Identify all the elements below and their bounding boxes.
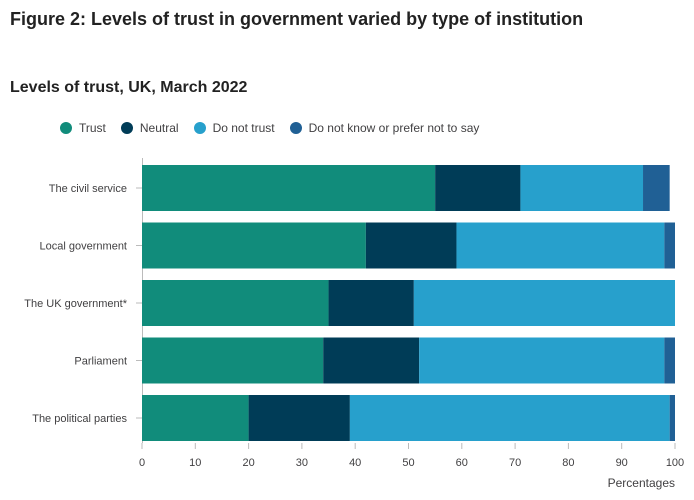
x-tick-label-10: 10 bbox=[189, 457, 201, 469]
x-tick-label-90: 90 bbox=[616, 457, 628, 469]
bar-the-civil-service-do-not-know-or-prefer-not-to-say bbox=[643, 165, 670, 211]
bar-the-civil-service-trust bbox=[142, 165, 436, 211]
x-tick-label-20: 20 bbox=[242, 457, 254, 469]
bar-parliament-do-not-trust bbox=[419, 337, 665, 384]
legend-swatch-trust bbox=[60, 122, 72, 134]
legend-swatch-do-not-know bbox=[289, 122, 302, 134]
legend-item-do-not-trust: Do not trust bbox=[193, 121, 275, 135]
bar-parliament-trust bbox=[142, 337, 324, 384]
bar-the-political-parties-neutral bbox=[248, 395, 350, 441]
legend-swatch-neutral bbox=[120, 122, 133, 134]
chart-title: Figure 2: Levels of trust in government … bbox=[10, 9, 584, 29]
x-tick-label-70: 70 bbox=[509, 457, 521, 469]
chart-legend: Trust Neutral Do not trust Do not know o… bbox=[60, 119, 494, 137]
x-tick-label-50: 50 bbox=[402, 457, 414, 469]
bar-the-political-parties-do-not-know-or-prefer-not-to-say bbox=[669, 395, 675, 441]
x-tick-label-60: 60 bbox=[456, 457, 468, 469]
bar-local-government-trust bbox=[142, 222, 366, 269]
x-tick-label-100: 100 bbox=[666, 457, 684, 469]
x-tick-label-0: 0 bbox=[139, 457, 145, 469]
bar-local-government-do-not-know-or-prefer-not-to-say bbox=[664, 222, 675, 269]
legend-swatch-do-not-trust bbox=[193, 122, 206, 134]
bar-the-political-parties-trust bbox=[142, 395, 249, 441]
y-tick-label-parliament: Parliament bbox=[74, 356, 127, 368]
x-tick-label-40: 40 bbox=[349, 457, 361, 469]
chart-subtitle: Levels of trust, UK, March 2022 bbox=[10, 79, 248, 96]
y-tick-label-the-political-parties: The political parties bbox=[32, 413, 127, 425]
bar-the-uk-government-do-not-trust bbox=[413, 280, 675, 326]
bar-the-civil-service-neutral bbox=[435, 165, 521, 211]
legend-item-do-not-know: Do not know or prefer not to say bbox=[289, 121, 480, 135]
legend-label-trust: Trust bbox=[79, 121, 106, 135]
x-axis-label: Percentages bbox=[608, 476, 675, 490]
bar-local-government-do-not-trust bbox=[456, 222, 665, 269]
legend-label-do-not-know: Do not know or prefer not to say bbox=[308, 121, 480, 135]
x-tick-label-30: 30 bbox=[296, 457, 308, 469]
bar-local-government-neutral bbox=[365, 222, 457, 269]
bar-the-civil-service-do-not-trust bbox=[520, 165, 644, 211]
legend-item-neutral: Neutral bbox=[120, 121, 179, 135]
bar-the-uk-government-neutral bbox=[328, 280, 414, 326]
bar-the-uk-government-trust bbox=[142, 280, 329, 326]
bar-the-political-parties-do-not-trust bbox=[349, 395, 670, 441]
y-tick-label-local-government: Local government bbox=[40, 241, 127, 253]
y-tick-label-the-civil-service: The civil service bbox=[49, 183, 127, 195]
legend-item-trust: Trust bbox=[60, 121, 106, 135]
legend-label-do-not-trust: Do not trust bbox=[212, 121, 275, 135]
y-tick-label-the-uk-government: The UK government* bbox=[24, 298, 127, 310]
bar-parliament-do-not-know-or-prefer-not-to-say bbox=[664, 337, 675, 384]
bar-parliament-neutral bbox=[323, 337, 420, 384]
legend-label-neutral: Neutral bbox=[139, 121, 179, 135]
x-tick-label-80: 80 bbox=[562, 457, 574, 469]
